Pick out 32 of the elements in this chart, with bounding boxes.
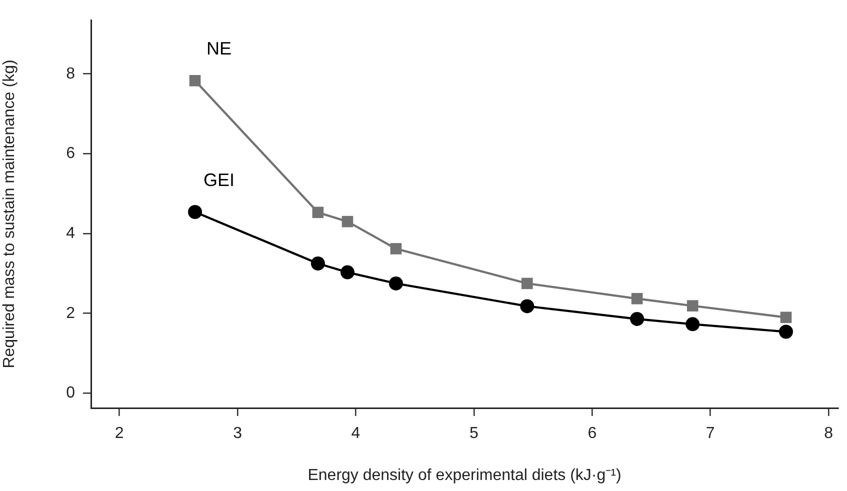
x-tick-label: 3 — [233, 425, 242, 442]
point — [520, 299, 534, 314]
x-tick-label: 6 — [588, 425, 597, 442]
point — [312, 206, 324, 218]
y-tick-label: 4 — [66, 224, 76, 242]
point — [686, 300, 698, 312]
point — [780, 312, 792, 324]
y-tick-label: 8 — [66, 65, 76, 82]
series-label: GEI — [204, 170, 235, 190]
point — [521, 278, 533, 290]
point — [686, 317, 700, 332]
point — [390, 243, 402, 254]
y-axis-title: Required mass to sustain maintenance (kg) — [1, 60, 18, 368]
point — [188, 205, 202, 220]
point — [189, 75, 201, 86]
point — [778, 324, 793, 339]
x-tick-label: 5 — [470, 425, 479, 442]
point — [310, 256, 325, 270]
point — [630, 312, 644, 326]
point — [388, 276, 403, 290]
x-tick-label: 4 — [351, 425, 360, 442]
y-tick-label: 2 — [66, 304, 76, 322]
x-tick-label: 7 — [706, 425, 715, 442]
x-axis-title: Energy density of experimental diets (kJ·g⁻¹) — [308, 466, 622, 484]
y-tick-label: 6 — [66, 145, 76, 162]
x-tick-label: 2 — [114, 425, 124, 442]
y-tick-label: 0 — [66, 384, 76, 402]
series-label: NE — [206, 38, 232, 59]
point — [340, 265, 354, 280]
point — [342, 216, 354, 228]
point — [631, 292, 643, 304]
x-tick-label: 8 — [824, 425, 834, 442]
